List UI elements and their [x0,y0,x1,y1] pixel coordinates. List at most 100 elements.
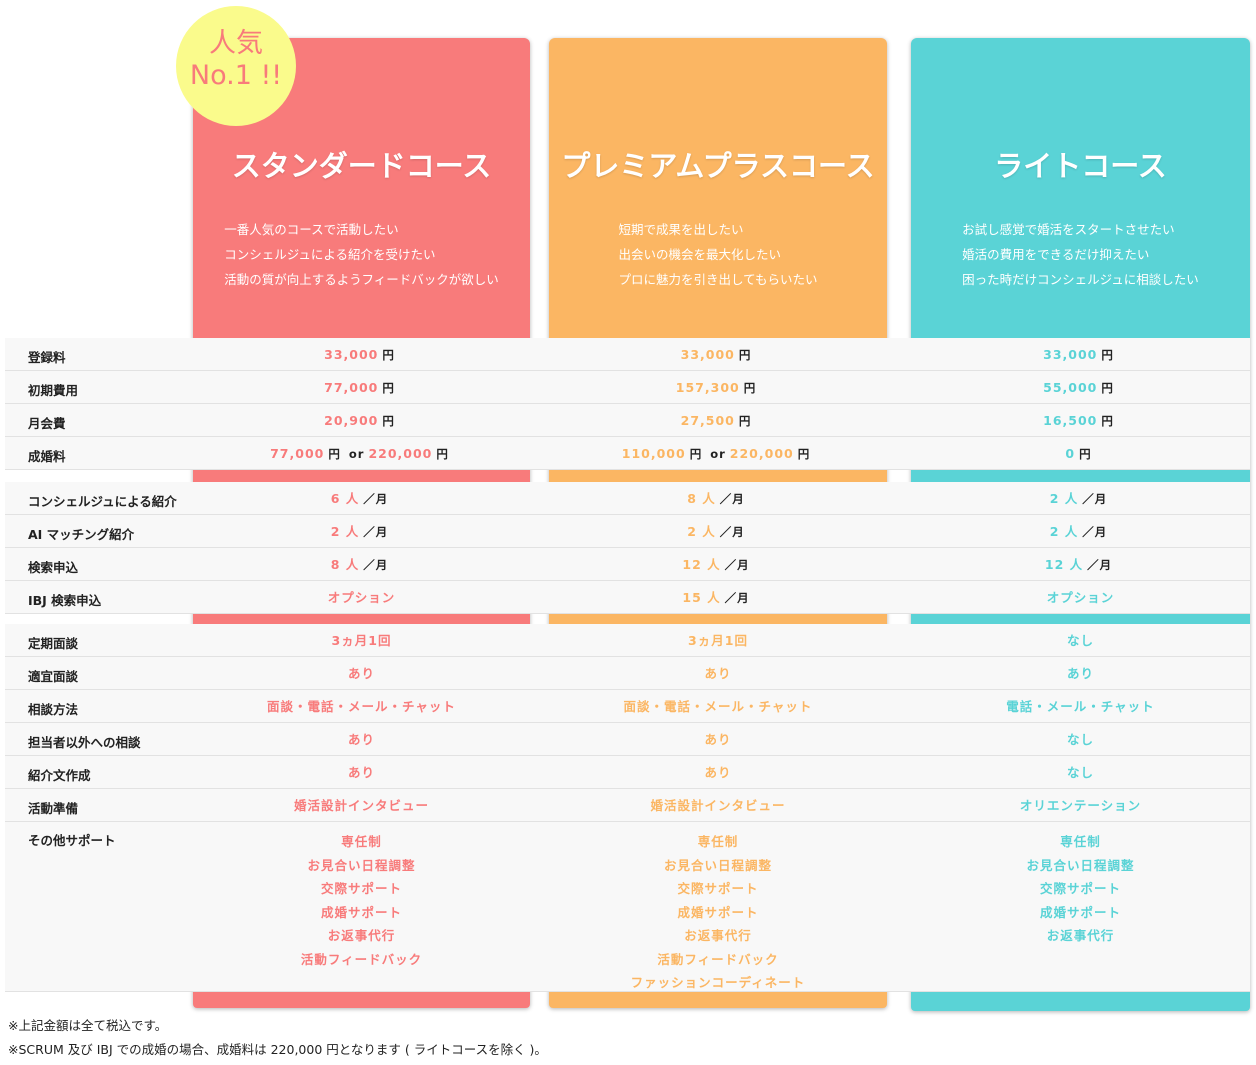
cell-line: 33,000 円 [911,347,1250,363]
cell-value: 157,300 [675,380,740,395]
badge-line: 人気 [209,28,263,59]
cell-unit: 円 [382,348,395,362]
footnote: ※上記金額は全て税込です。 [8,1018,168,1033]
table-cell: 専任制 お見合い日程調整 交際サポート 成婚サポート お返事代行 活動フィードバック ファッ… [549,830,887,995]
description-line: プロに魅力を引き出してもらいたい [618,272,818,287]
table-row [5,515,1250,548]
cell-line: お返事代行 [549,924,887,948]
cell-value: なし [1066,633,1094,648]
cell-value: 77,000 [324,380,379,395]
cell-line: 2 人／月 [549,524,887,540]
description-line: 活動の質が向上するようフィードバックが欲しい [224,272,499,287]
table-cell: 15 人／月 [549,590,887,606]
table-cell: 12 人／月 [549,557,887,573]
row-label: 適宜面談 [28,669,79,684]
cell-value: 2 人 [1049,524,1079,539]
cell-value: 33,000 [680,347,735,362]
cell-line: あり [549,765,887,781]
cell-line: 交際サポート [549,877,887,901]
cell-value: 2 人 [687,524,716,539]
footnote: ※SCRUM 及び IBJ での成婚の場合、成婚料は 220,000 円となりま… [8,1042,547,1057]
cell-line: 8 人／月 [549,491,887,507]
cell-line: 6 人／月 [193,491,530,507]
cell-unit: 円 [738,414,752,428]
cell-line: 活動フィードバック [193,948,530,972]
cell-line: 12 人／月 [549,557,887,573]
cell-value: 110,000 [621,446,686,461]
cell-line: 8 人／月 [193,557,530,573]
cell-unit: ／月 [719,525,745,539]
description-line: 短期で成果を出したい [618,222,744,237]
row-label: 成婚料 [28,449,66,464]
cell-line: ファッションコーディネート [549,971,887,995]
table-cell: 27,500 円 [549,413,887,429]
cell-unit: 円 [382,381,395,395]
cell-value: なし [1066,765,1094,780]
cell-value: 20,900 [324,413,379,428]
cell-unit: 円 [1101,414,1114,428]
table-row [5,371,1250,404]
cell-line: 専任制 [549,830,887,854]
cell-line: 2 人／月 [911,491,1250,507]
table-cell: 2 人／月 [911,524,1250,540]
cell-value: 12 人 [1044,557,1084,572]
cell-line: 12 人／月 [911,557,1250,573]
row-label: 定期面談 [28,636,79,651]
table-cell: あり [911,666,1250,682]
badge-line: No.1 !! [189,60,283,91]
cell-line: あり [911,666,1250,682]
cell-value: 220,000 [368,446,433,461]
cell-value: 専任制 [341,834,382,849]
table-row [5,789,1250,822]
table-cell: 2 人／月 [193,524,530,540]
description-line: 婚活の費用をできるだけ抑えたい [962,247,1150,262]
table-cell: 20,900 円 [193,413,530,429]
cell-value: あり [1066,666,1094,681]
cell-unit: ／月 [724,558,750,572]
cell-value: オプション [1046,590,1115,605]
cell-unit: 円 [1101,348,1114,362]
description-line: 出会いの機会を最大化したい [618,247,781,262]
description-block: 一番人気のコースで活動したい コンシェルジュによる紹介を受けたい 活動の質が向上する… [224,217,499,292]
cell-value: あり [347,765,375,780]
cell-unit: 円 [743,381,757,395]
cell-line: あり [193,732,530,748]
cell-unit: 円 [382,414,395,428]
cell-line: 3ヵ月1回 [549,633,887,649]
row-label: IBJ 検索申込 [28,593,102,608]
cell-value: あり [347,732,375,747]
cell-value: 3ヵ月1回 [688,633,748,648]
cell-line: 20,900 円 [193,413,530,429]
plan-description: お試し感覚で婚活をスタートさせたい 婚活の費用をできるだけ抑えたい 困った時だけコン… [911,217,1250,292]
cell-value: 交際サポート [677,881,759,896]
plan-title: ライトコース [994,149,1167,183]
cell-unit: 円 [1079,447,1092,461]
cell-line: 15 人／月 [549,590,887,606]
cell-line: お返事代行 [193,924,530,948]
cell-line: 3ヵ月1回 [193,633,530,649]
cell-value: 成婚サポート [677,904,759,920]
cell-line: あり [193,666,530,682]
cell-line: なし [911,633,1250,649]
table-row [5,437,1250,470]
table-cell: あり [549,765,887,781]
cell-value: お見合い日程調整 [663,857,772,873]
cell-value: 婚活設計インタビュー [293,798,429,813]
table-cell: 33,000 円 [911,347,1250,363]
table-row [5,822,1250,992]
cell-line: 157,300 円 [549,380,887,396]
cell-unit: 円 [328,447,341,461]
description-block: お試し感覚で婚活をスタートさせたい 婚活の費用をできるだけ抑えたい 困った時だけコン… [962,217,1199,292]
table-row [5,690,1250,723]
cell-value: 婚活設計インタビュー [650,798,786,813]
row-label: 担当者以外への相談 [28,735,141,750]
cell-line: 成婚サポート [911,901,1250,925]
cell-line: オプション [193,590,530,606]
table-cell: 電話・メール・チャット [911,699,1250,715]
table-cell: オプション [193,590,530,606]
cell-value: 15 人 [682,590,721,605]
cell-value: あり [704,666,732,681]
cell-value: 6 人 [330,491,360,506]
table-cell: 6 人／月 [193,491,530,507]
